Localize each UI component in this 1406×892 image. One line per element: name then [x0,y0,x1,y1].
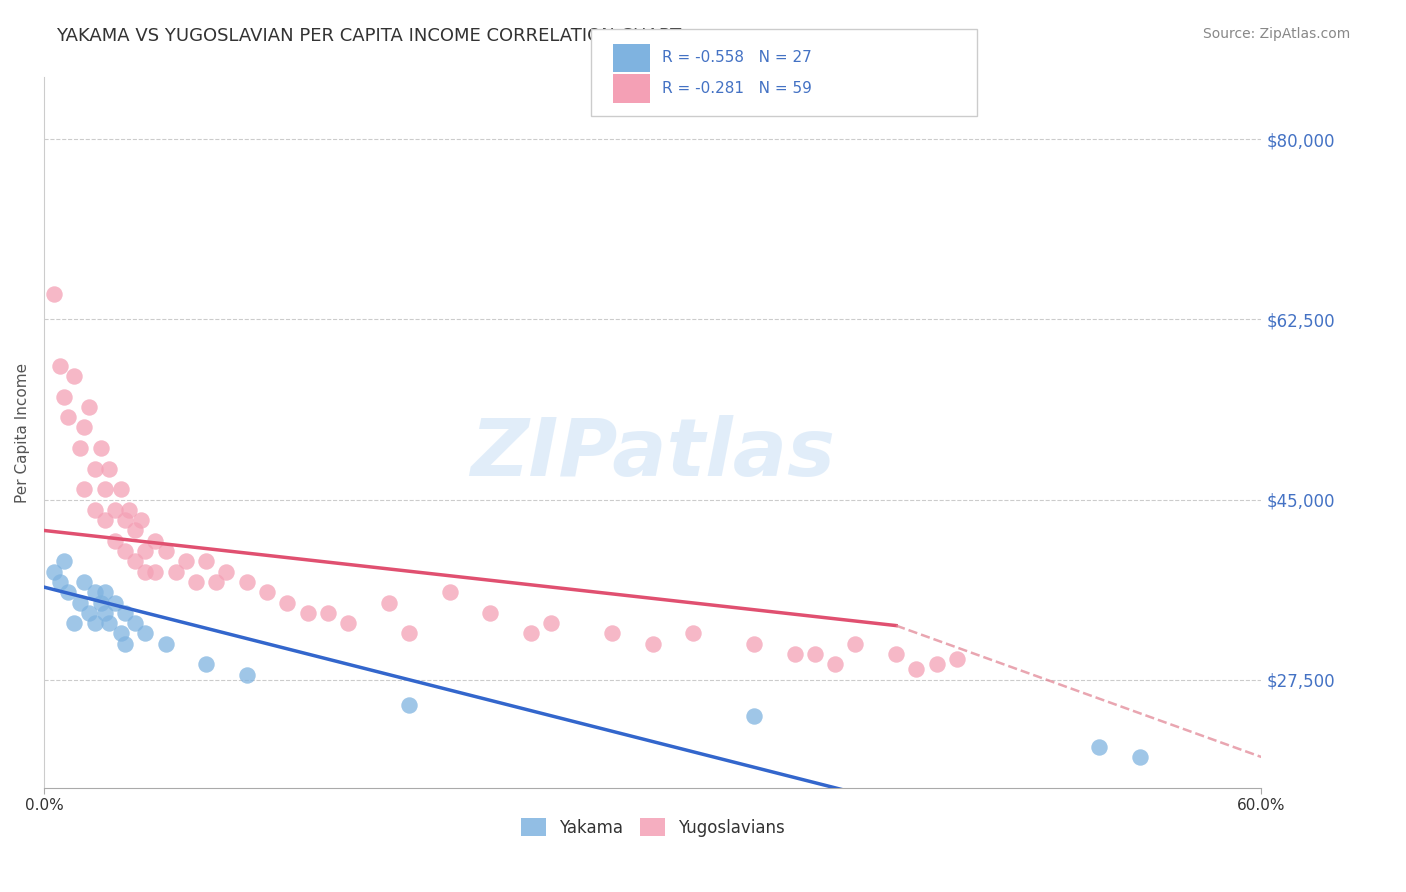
Point [236,574,259,589]
Point [256,585,278,599]
Point [600,626,623,640]
Point [155,544,177,558]
Point [83,585,105,599]
Point [73,574,96,589]
Point [884,647,907,661]
Point [925,657,948,672]
Point [110,483,132,497]
Point [398,698,420,713]
Point [77,400,100,414]
Point [114,637,136,651]
Point [540,616,562,631]
Point [83,616,105,631]
Text: YAKAMA VS YUGOSLAVIAN PER CAPITA INCOME CORRELATION CHART: YAKAMA VS YUGOSLAVIAN PER CAPITA INCOME … [56,27,682,45]
Point [276,595,298,609]
Point [520,626,543,640]
Point [783,647,806,661]
Point [946,652,969,666]
Point [824,657,846,672]
Point [53,390,76,404]
Point [42,286,65,301]
Point [479,606,502,620]
Point [90,595,112,609]
Point [97,461,120,475]
Point [110,626,132,640]
Point [104,503,127,517]
Point [42,565,65,579]
Point [804,647,827,661]
Point [316,606,339,620]
Text: Source: ZipAtlas.com: Source: ZipAtlas.com [1202,27,1350,41]
Point [124,524,146,538]
Point [165,565,187,579]
Point [905,662,928,676]
Point [94,585,117,599]
Point [69,441,91,455]
Point [69,595,91,609]
Point [205,574,228,589]
Point [297,606,319,620]
Point [63,369,86,384]
Point [94,513,117,527]
Point [124,554,146,568]
Point [134,565,156,579]
Text: R = -0.281   N = 59: R = -0.281 N = 59 [662,81,813,95]
Point [1088,739,1111,754]
Text: R = -0.558   N = 27: R = -0.558 N = 27 [662,51,813,65]
Point [94,606,117,620]
Point [58,410,80,425]
Point [129,513,152,527]
Point [83,503,105,517]
Point [58,585,80,599]
Point [104,533,127,548]
Point [641,637,664,651]
Point [145,533,167,548]
Point [49,574,72,589]
Point [118,503,141,517]
Point [184,574,207,589]
Point [73,420,96,434]
Point [90,441,112,455]
Point [742,637,765,651]
Point [97,616,120,631]
Point [134,626,156,640]
Point [63,616,86,631]
Point [844,637,866,651]
Point [1128,750,1150,764]
Point [337,616,360,631]
Point [742,708,765,723]
Point [439,585,461,599]
Y-axis label: Per Capita Income: Per Capita Income [15,362,30,503]
Point [174,554,197,568]
Point [195,554,218,568]
Point [155,637,177,651]
Point [236,667,259,681]
Point [114,544,136,558]
Point [114,606,136,620]
Point [682,626,704,640]
Point [145,565,167,579]
Point [398,626,420,640]
Point [83,461,105,475]
Point [49,359,72,373]
Point [134,544,156,558]
Point [195,657,218,672]
Point [104,595,127,609]
Point [94,483,117,497]
Legend: Yakama, Yugoslavians: Yakama, Yugoslavians [513,812,792,844]
Point [215,565,238,579]
Point [73,483,96,497]
Text: ZIPatlas: ZIPatlas [470,415,835,493]
Point [53,554,76,568]
Point [378,595,401,609]
Point [124,616,146,631]
Point [114,513,136,527]
Point [77,606,100,620]
